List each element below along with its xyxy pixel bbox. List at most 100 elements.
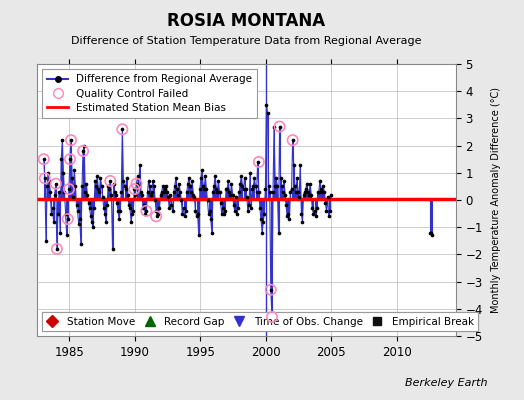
Point [322, 208, 331, 214]
Point [268, 314, 276, 320]
Point [72, 202, 81, 209]
Point [222, 186, 230, 192]
Point [73, 208, 82, 214]
Point [220, 210, 228, 217]
Point [193, 210, 202, 217]
Point [89, 224, 97, 230]
Point [266, 189, 274, 195]
Point [245, 202, 253, 209]
Point [255, 189, 263, 195]
Point [296, 162, 304, 168]
Point [43, 183, 51, 190]
Legend: Station Move, Record Gap, Time of Obs. Change, Empirical Break: Station Move, Record Gap, Time of Obs. C… [42, 312, 478, 331]
Point [287, 186, 296, 192]
Point [242, 186, 250, 192]
Point [271, 183, 279, 190]
Point [231, 208, 239, 214]
Point [77, 240, 85, 247]
Point [40, 175, 49, 182]
Point [63, 216, 72, 222]
Point [216, 200, 225, 206]
Point [101, 210, 109, 217]
Point [68, 175, 77, 182]
Point [74, 221, 83, 228]
Point [208, 230, 216, 236]
Point [259, 218, 267, 225]
Point [90, 205, 98, 211]
Point [305, 191, 313, 198]
Point [267, 286, 275, 293]
Point [113, 200, 121, 206]
Point [319, 183, 328, 190]
Point [215, 189, 224, 195]
Point [64, 186, 73, 192]
Point [213, 189, 222, 195]
Point [263, 110, 271, 116]
Point [199, 183, 208, 190]
Point [152, 208, 160, 214]
Point [315, 178, 324, 184]
Point [177, 197, 185, 203]
Point [39, 156, 48, 162]
Point [243, 194, 251, 200]
Point [306, 180, 314, 187]
Point [58, 137, 67, 143]
Point [111, 189, 119, 195]
Text: Berkeley Earth: Berkeley Earth [405, 378, 487, 388]
Point [48, 205, 57, 211]
Point [210, 183, 219, 190]
Point [40, 175, 49, 182]
Point [112, 191, 120, 198]
Point [255, 159, 263, 165]
Point [286, 189, 294, 195]
Point [310, 208, 319, 214]
Point [217, 210, 226, 217]
Point [162, 183, 170, 190]
Text: Difference of Station Temperature Data from Regional Average: Difference of Station Temperature Data f… [71, 36, 421, 46]
Point [79, 148, 88, 154]
Point [95, 189, 104, 195]
Point [288, 137, 297, 143]
Point [282, 202, 290, 209]
Point [223, 186, 231, 192]
Point [171, 175, 180, 182]
Point [132, 180, 140, 187]
Point [181, 208, 190, 214]
Point [61, 210, 70, 217]
Point [300, 189, 309, 195]
Point [202, 186, 211, 192]
Point [276, 123, 284, 130]
Point [70, 167, 79, 173]
Point [52, 246, 61, 252]
Point [145, 178, 153, 184]
Point [66, 156, 74, 162]
Point [75, 216, 84, 222]
Point [284, 210, 292, 217]
Point [279, 189, 287, 195]
Point [311, 213, 320, 220]
Point [214, 178, 223, 184]
Point [195, 186, 204, 192]
Point [201, 172, 210, 179]
Point [52, 180, 60, 187]
Point [427, 230, 435, 236]
Point [198, 167, 206, 173]
Point [151, 197, 159, 203]
Point [262, 102, 270, 108]
Point [53, 210, 62, 217]
Point [117, 189, 126, 195]
Point [64, 186, 73, 192]
Point [92, 183, 100, 190]
Point [180, 213, 189, 220]
Point [163, 189, 171, 195]
Point [227, 180, 236, 187]
Point [158, 183, 167, 190]
Point [281, 191, 289, 198]
Point [93, 172, 101, 179]
Point [325, 208, 334, 214]
Point [67, 137, 75, 143]
Point [152, 213, 160, 220]
Point [317, 186, 325, 192]
Point [254, 159, 262, 165]
Point [55, 189, 63, 195]
